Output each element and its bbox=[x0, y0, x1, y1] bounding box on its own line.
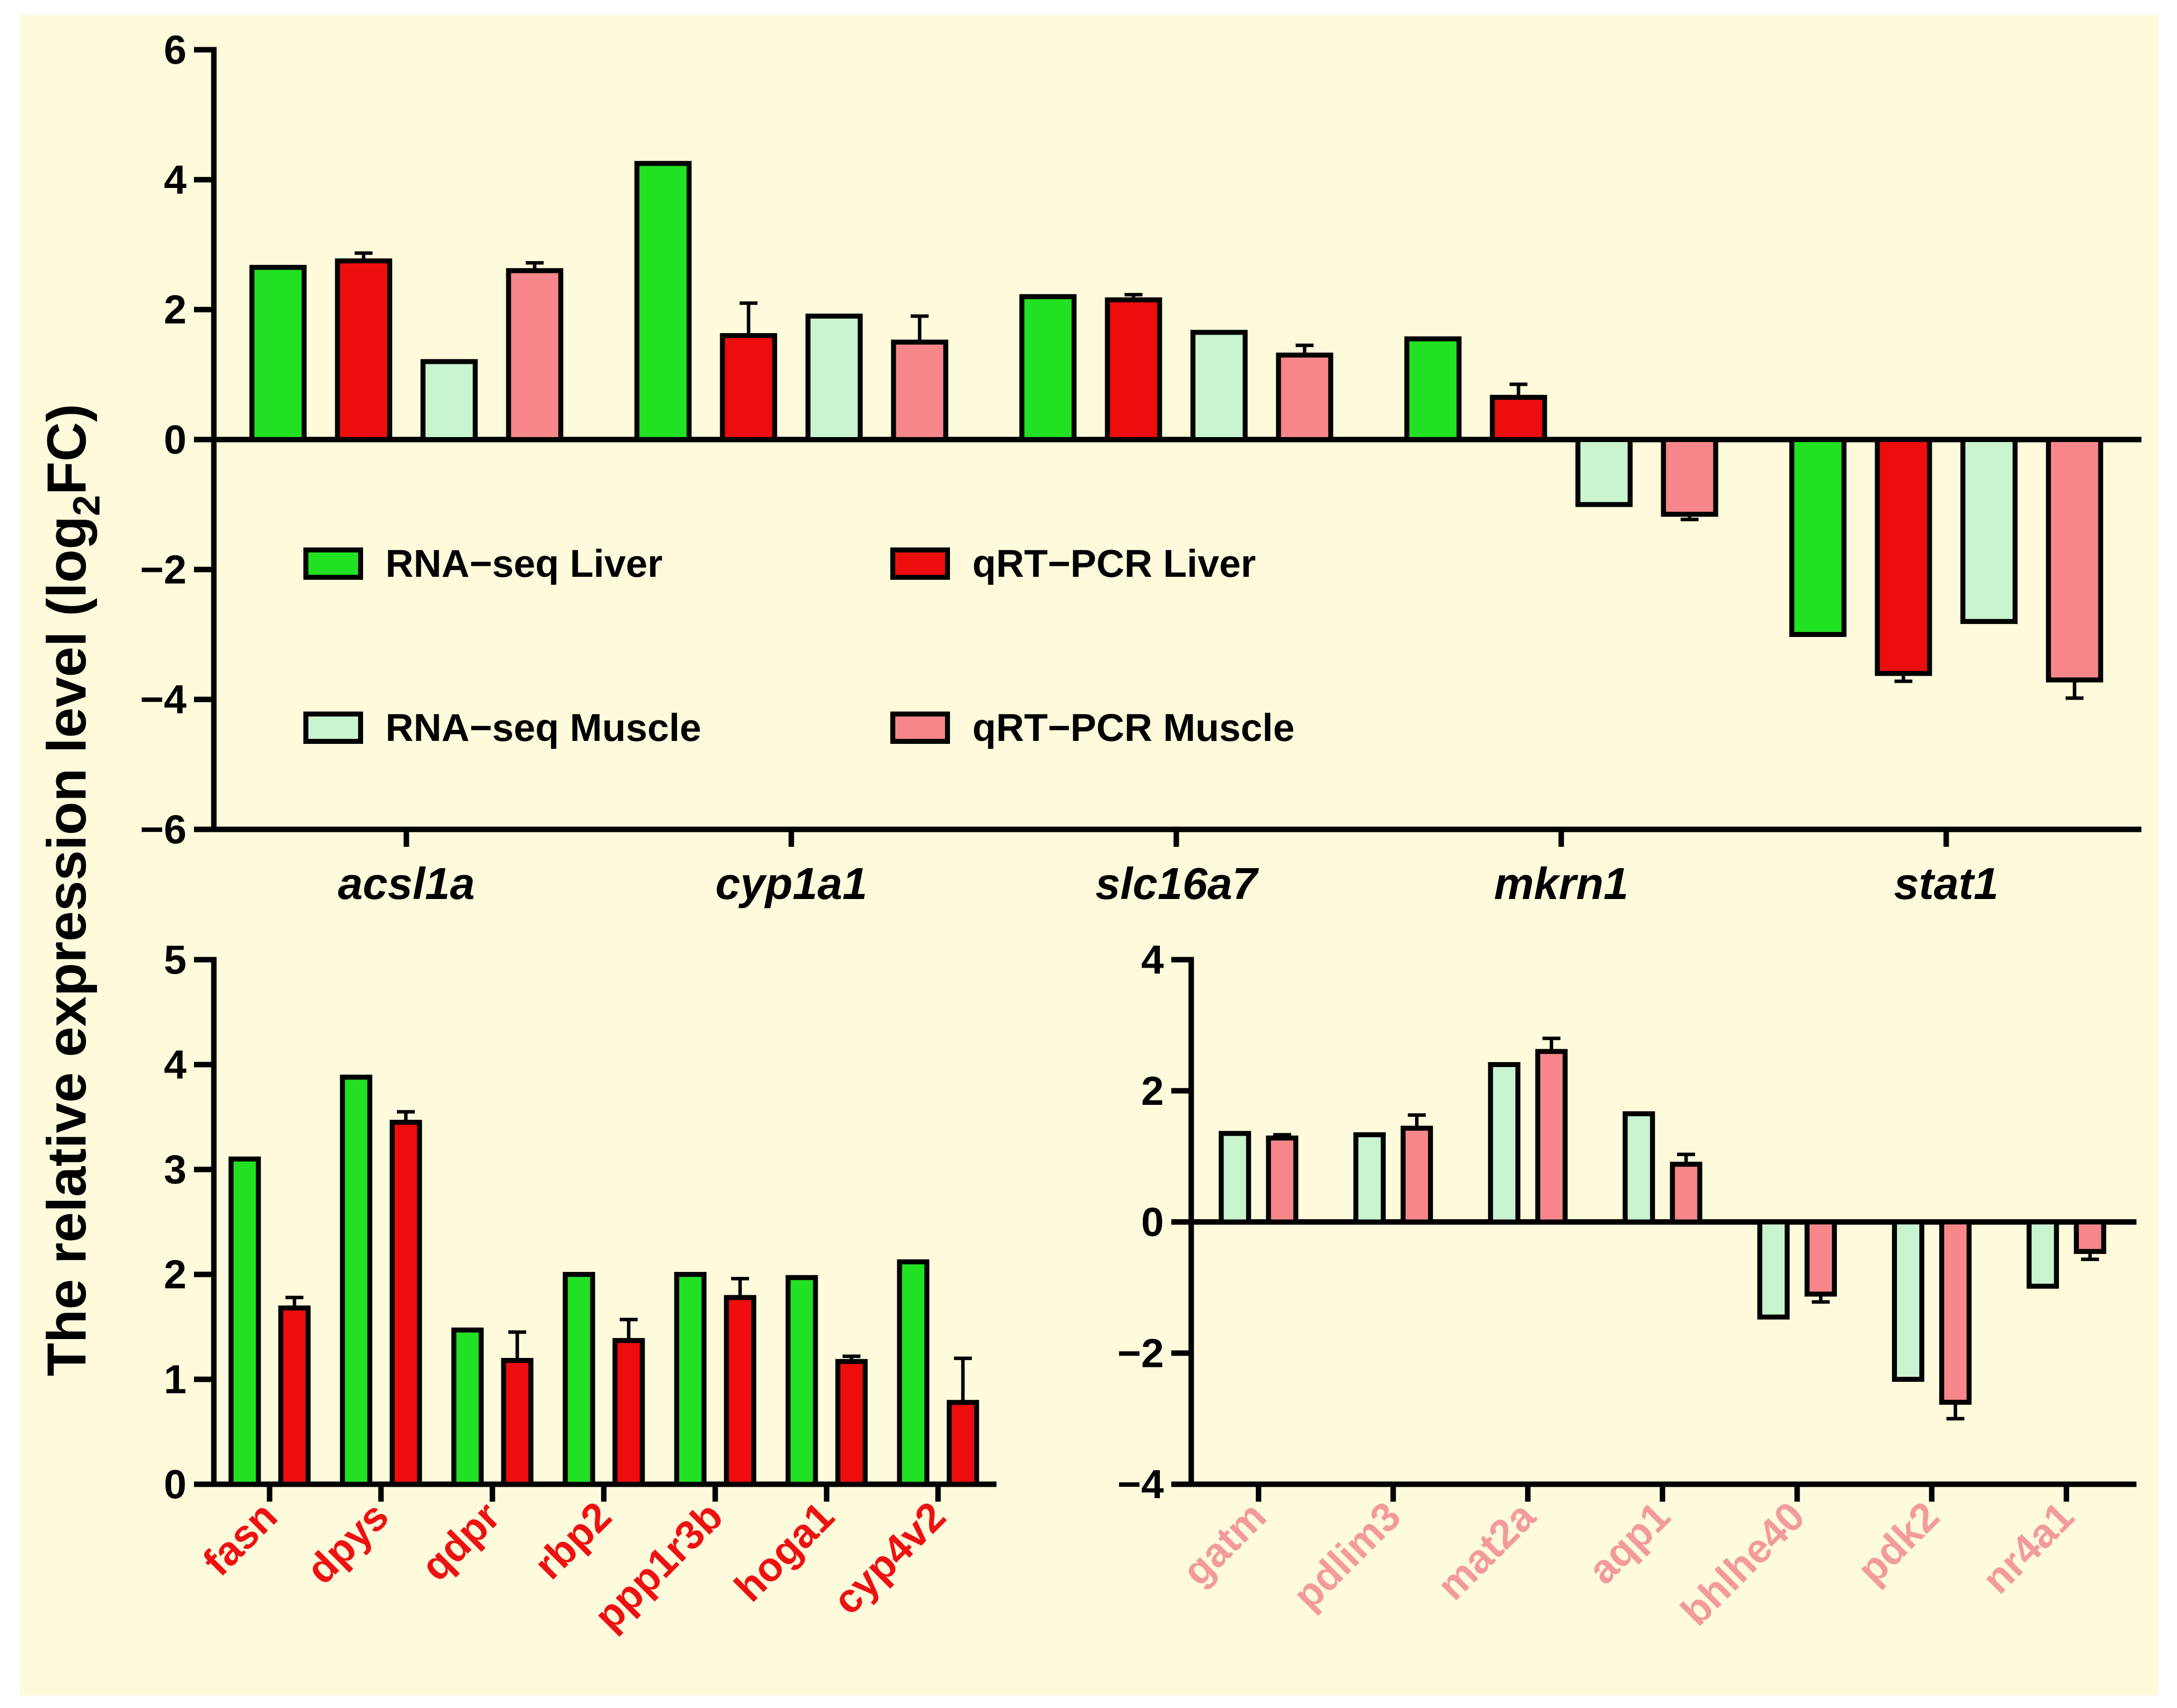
legend-label-rna-seq-muscle: RNA−seq Muscle bbox=[385, 706, 701, 749]
bar-stat1-2 bbox=[1875, 437, 1932, 676]
bar-dpys-1 bbox=[340, 1075, 373, 1487]
bar-pdlim3-1 bbox=[1353, 1132, 1386, 1225]
bar-pdk2-2 bbox=[1939, 1219, 1972, 1405]
bar-cyp4v2-1 bbox=[897, 1259, 930, 1487]
bar-acsl1a-3 bbox=[420, 359, 478, 443]
bar-mkrn1-1 bbox=[1404, 336, 1462, 443]
bar-stat1-4 bbox=[2046, 437, 2103, 683]
y-tick-label: −4 bbox=[140, 677, 187, 722]
bar-mat2a-2 bbox=[1535, 1049, 1568, 1225]
bar-cyp1a1-3 bbox=[805, 313, 863, 442]
bar-cyp4v2-2 bbox=[947, 1400, 979, 1487]
y-tick-label: 1 bbox=[164, 1357, 187, 1402]
bar-rbp2-1 bbox=[563, 1272, 595, 1487]
bar-rbp2-2 bbox=[612, 1338, 645, 1487]
y-tick-label: 6 bbox=[164, 27, 187, 73]
bar-slc16a7-4 bbox=[1276, 353, 1333, 443]
y-axis-label-main: The relative expression level (log bbox=[36, 516, 97, 1376]
y-tick-label: 4 bbox=[1141, 937, 1164, 983]
bar-hoga1-2 bbox=[835, 1359, 868, 1487]
bar-mat2a-1 bbox=[1488, 1062, 1520, 1225]
bar-aqp1-2 bbox=[1670, 1162, 1703, 1225]
legend-swatch-qrt-pcr-liver bbox=[890, 547, 950, 580]
bar-hoga1-1 bbox=[785, 1275, 818, 1487]
category-label-mkrn1: mkrn1 bbox=[1494, 859, 1628, 909]
y-tick-label: 4 bbox=[164, 157, 187, 202]
bar-slc16a7-1 bbox=[1019, 294, 1077, 442]
y-tick-label: 0 bbox=[164, 1462, 187, 1507]
top-panel-chart: 6 4 2 0 −2 −4 −6 acsl1a cyp1a1 slc16a7 mkrn1 stat1 R… bbox=[140, 27, 2142, 909]
y-axis-label-subscript: 2 bbox=[66, 495, 108, 516]
bar-stat1-3 bbox=[1960, 437, 2018, 624]
bar-gatm-1 bbox=[1219, 1131, 1251, 1225]
bar-qdpr-2 bbox=[501, 1358, 534, 1487]
legend-label-qrt-pcr-liver: qRT−PCR Liver bbox=[972, 541, 1256, 585]
category-label-stat1: stat1 bbox=[1894, 859, 1998, 909]
bar-pdk2-1 bbox=[1892, 1219, 1924, 1382]
bar-acsl1a-1 bbox=[249, 265, 307, 442]
y-tick-label: −2 bbox=[1118, 1331, 1164, 1376]
legend-swatch-qrt-pcr-muscle bbox=[890, 712, 950, 744]
y-axis-label: The relative expression level (log2FC) bbox=[36, 404, 108, 1376]
category-label-cyp1a1: cyp1a1 bbox=[715, 859, 867, 909]
bar-cyp1a1-1 bbox=[634, 161, 692, 442]
y-tick-label: 0 bbox=[1141, 1200, 1164, 1245]
y-tick-label: −4 bbox=[1118, 1462, 1164, 1507]
bar-stat1-1 bbox=[1789, 437, 1847, 637]
bar-acsl1a-2 bbox=[335, 258, 392, 443]
bar-dpys-2 bbox=[389, 1120, 422, 1487]
bar-bhlhe40-1 bbox=[1757, 1219, 1790, 1320]
bar-bhlhe40-2 bbox=[1804, 1219, 1837, 1297]
bar-slc16a7-2 bbox=[1105, 297, 1162, 442]
y-tick-label: 0 bbox=[164, 417, 187, 462]
category-label-slc16a7: slc16a7 bbox=[1095, 859, 1259, 909]
y-tick-label: −6 bbox=[140, 807, 187, 852]
y-tick-label: 5 bbox=[164, 937, 187, 983]
bar-ppp1r3b-2 bbox=[724, 1295, 757, 1487]
bar-cyp1a1-4 bbox=[891, 340, 948, 442]
bar-mkrn1-2 bbox=[1490, 395, 1547, 442]
legend-swatch-rna-seq-liver bbox=[303, 547, 363, 580]
bar-fasn-2 bbox=[278, 1305, 311, 1487]
y-tick-label: 2 bbox=[164, 1252, 187, 1297]
bar-gatm-2 bbox=[1266, 1135, 1299, 1225]
bar-mkrn1-4 bbox=[1661, 437, 1718, 517]
y-tick-label: 2 bbox=[1141, 1069, 1164, 1114]
y-tick-label: 3 bbox=[164, 1147, 187, 1192]
bar-slc16a7-3 bbox=[1190, 330, 1248, 443]
bar-pdlim3-2 bbox=[1401, 1125, 1433, 1225]
bar-nr4a1-2 bbox=[2074, 1219, 2106, 1254]
bar-cyp1a1-2 bbox=[720, 333, 777, 443]
y-tick-label: −2 bbox=[140, 547, 187, 592]
bar-fasn-1 bbox=[228, 1156, 261, 1487]
bar-ppp1r3b-1 bbox=[674, 1272, 707, 1487]
bar-acsl1a-4 bbox=[506, 268, 564, 442]
legend-label-qrt-pcr-muscle: qRT−PCR Muscle bbox=[972, 706, 1295, 749]
category-label-acsl1a: acsl1a bbox=[338, 859, 474, 909]
bar-qdpr-1 bbox=[451, 1327, 484, 1487]
y-tick-label: 2 bbox=[164, 287, 187, 333]
legend-swatch-rna-seq-muscle bbox=[303, 712, 363, 744]
bar-nr4a1-1 bbox=[2026, 1219, 2059, 1289]
bar-mkrn1-3 bbox=[1575, 437, 1633, 507]
legend-label-rna-seq-liver: RNA−seq Liver bbox=[385, 541, 663, 585]
bar-aqp1-1 bbox=[1622, 1111, 1655, 1225]
y-tick-label: 4 bbox=[164, 1042, 187, 1087]
y-axis-label-end: FC) bbox=[36, 404, 97, 495]
